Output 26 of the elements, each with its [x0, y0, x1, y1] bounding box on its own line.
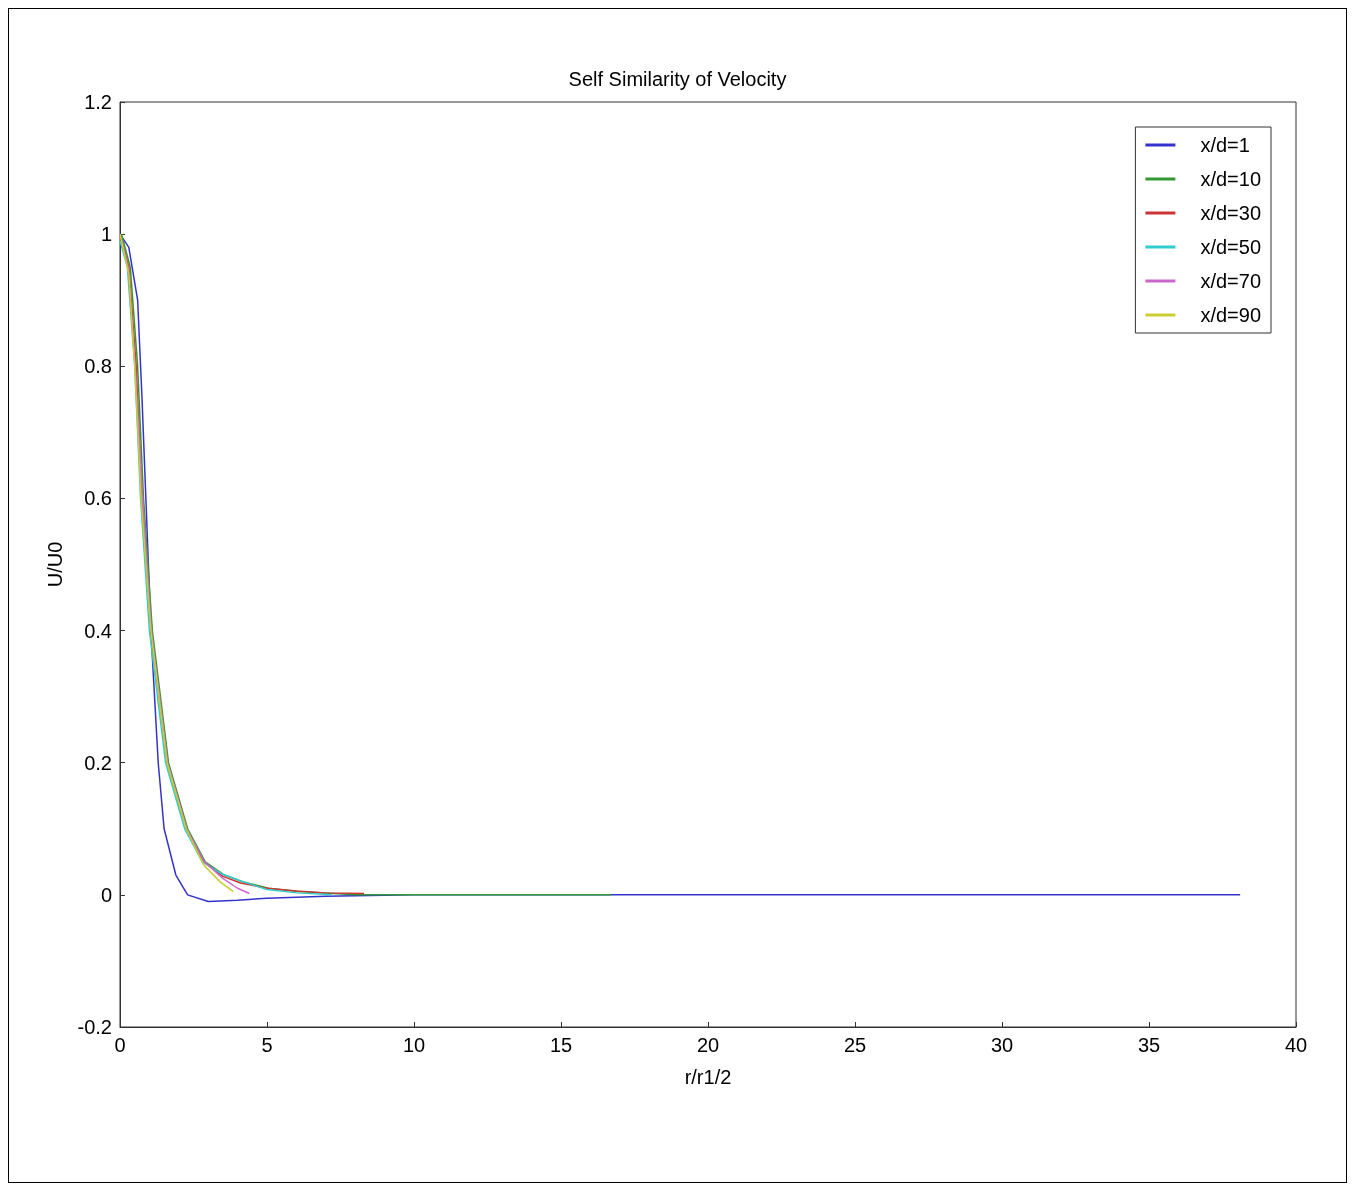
legend-label: x/d=1 — [1200, 134, 1250, 156]
legend-label: x/d=70 — [1200, 270, 1261, 292]
y-tick-label: 1.2 — [84, 91, 112, 113]
x-tick-label: 40 — [1284, 1034, 1308, 1056]
x-tick-label: 0 — [114, 1034, 126, 1056]
legend-label: x/d=10 — [1200, 168, 1261, 190]
x-tick-label: 35 — [1137, 1034, 1161, 1056]
y-tick-label: -0.2 — [77, 1016, 112, 1038]
x-tick-label: 5 — [261, 1034, 273, 1056]
y-tick-label: 1 — [100, 223, 112, 246]
legend-label: x/d=90 — [1200, 304, 1261, 326]
y-tick-label: 0 — [100, 883, 112, 906]
x-tick-label: 30 — [990, 1034, 1014, 1056]
x-axis-title: r/r1/2 — [684, 1066, 732, 1088]
y-axis-title: U/U0 — [44, 541, 66, 588]
y-tick-label: 0.8 — [84, 355, 112, 378]
x-tick-label: 25 — [843, 1034, 867, 1056]
x-tick-label: 20 — [696, 1034, 720, 1056]
x-tick-label: 10 — [402, 1034, 426, 1056]
chart-title: Self Similarity of Velocity — [568, 68, 787, 90]
legend-label: x/d=30 — [1200, 202, 1261, 224]
legend-label: x/d=50 — [1200, 236, 1261, 258]
y-tick-label: 0.2 — [84, 751, 112, 774]
y-tick-label: 0.6 — [84, 487, 112, 510]
y-tick-label: 0.4 — [84, 619, 112, 642]
x-tick-label: 15 — [549, 1034, 573, 1056]
